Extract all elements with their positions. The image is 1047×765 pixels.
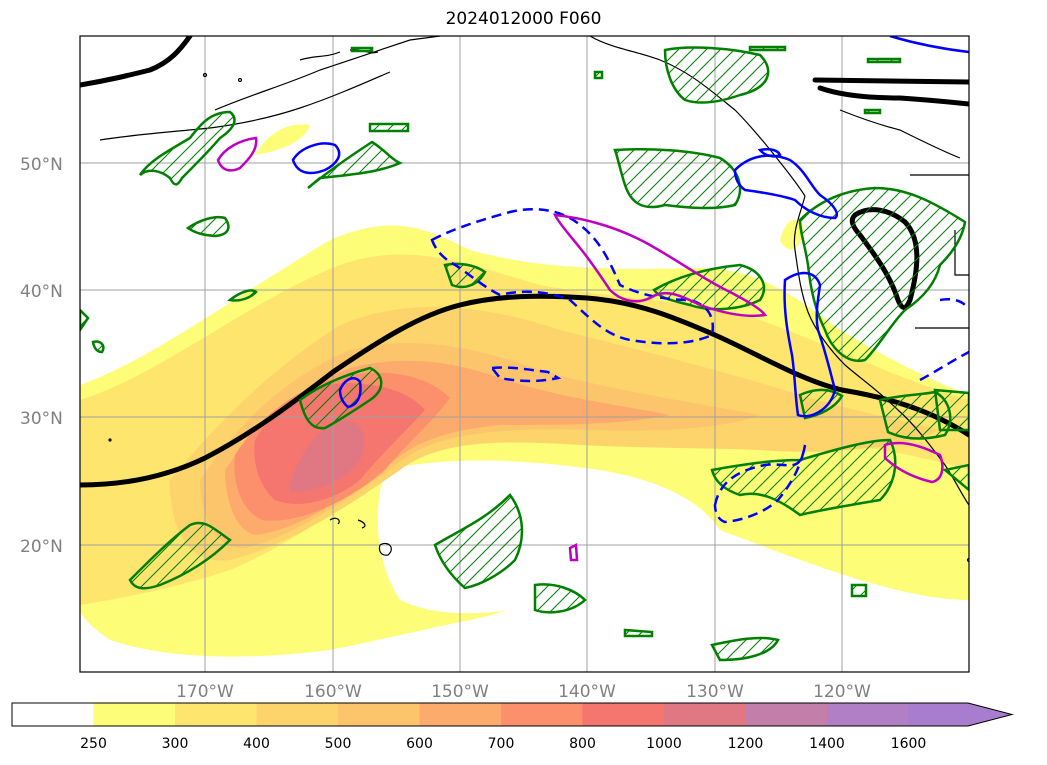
colorbar-segment — [664, 703, 746, 726]
colorbar-segment — [908, 703, 1012, 726]
colorbar-segment — [582, 703, 665, 726]
lat-tick-label: 30°N — [20, 409, 63, 429]
colorbar-tick-label: 800 — [569, 736, 596, 752]
magenta-contours — [216, 136, 944, 562]
lat-tick-labels: 50°N 40°N 30°N 20°N — [20, 155, 63, 557]
hatched-regions — [80, 45, 969, 662]
colorbar-segment — [338, 703, 420, 726]
map-area — [80, 36, 969, 672]
colorbar-segment — [745, 703, 828, 726]
colorbar-tick-label: 400 — [243, 736, 270, 752]
colorbar-tick-label: 250 — [80, 736, 107, 752]
colorbar-tick-label: 500 — [325, 736, 352, 752]
colorbar-tick-label: 600 — [406, 736, 433, 752]
lon-tick-label: 130°W — [686, 682, 744, 702]
colorbar-outline — [11, 702, 1014, 727]
lon-tick-label: 120°W — [813, 682, 871, 702]
dashed-blue-contours — [430, 208, 969, 524]
colorbar-segment — [827, 703, 909, 726]
colorbar-tick-label: 1600 — [891, 736, 927, 752]
coastlines — [99, 36, 969, 563]
lat-tick-label: 50°N — [20, 155, 63, 175]
colorbar-tick-label: 1400 — [809, 736, 845, 752]
colorbar-tick-label: 300 — [162, 736, 189, 752]
lon-tick-label: 160°W — [304, 682, 362, 702]
lon-tick-label: 140°W — [558, 682, 616, 702]
fill-level-1000 — [290, 420, 365, 492]
lon-tick-label: 170°W — [176, 682, 234, 702]
colorbar-segment — [93, 703, 176, 726]
colorbar-tick-label: 1000 — [646, 736, 682, 752]
map-title: 2024012000 F060 — [445, 9, 602, 29]
colorbar-segment — [12, 703, 94, 726]
lon-tick-label: 150°W — [431, 682, 489, 702]
fill-small-yellow-coast — [780, 220, 804, 250]
lat-tick-label: 40°N — [20, 282, 63, 302]
colorbar-tick-label: 700 — [488, 736, 515, 752]
colorbar: 250 300 400 500 600 700 800 1000 1200 1400 1600 — [11, 702, 1014, 752]
map-frame — [79, 35, 970, 673]
colorbar-segment — [419, 703, 502, 726]
lon-tick-labels: 170°W 160°W 150°W 140°W 130°W 120°W — [176, 682, 871, 702]
solid-blue-contours — [291, 36, 969, 418]
colorbar-segment — [256, 703, 339, 726]
colorbar-segment — [175, 703, 257, 726]
lat-tick-label: 20°N — [20, 537, 63, 557]
colorbar-tick-label: 1200 — [728, 736, 764, 752]
fill-small-yellow-north — [255, 124, 310, 155]
colorbar-segment — [501, 703, 583, 726]
